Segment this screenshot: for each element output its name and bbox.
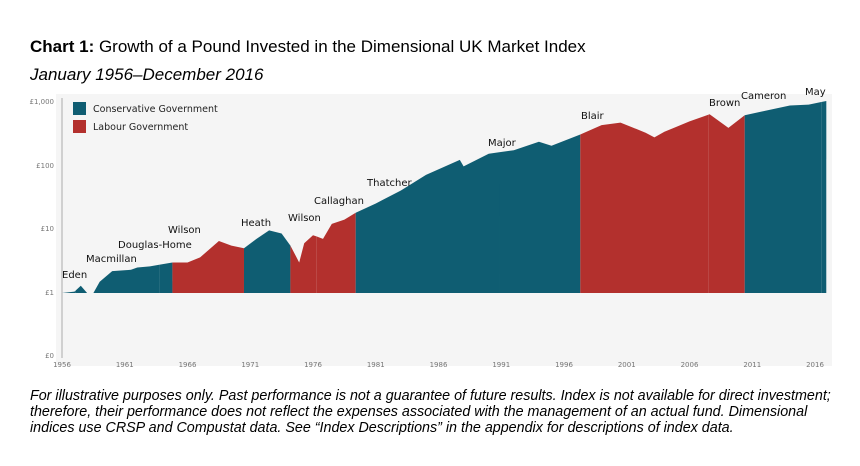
era-label: May bbox=[805, 87, 826, 98]
era-area-wilson bbox=[290, 235, 317, 293]
legend-label: Conservative Government bbox=[93, 104, 218, 115]
legend-label: Labour Government bbox=[93, 122, 188, 133]
era-area-macmillan bbox=[75, 264, 160, 293]
x-tick-label: 1996 bbox=[555, 361, 573, 369]
era-label: Heath bbox=[241, 218, 271, 229]
x-tick-label: 2006 bbox=[681, 361, 699, 369]
era-area-thatcher bbox=[355, 152, 500, 293]
era-label: Blair bbox=[581, 111, 605, 122]
legend-swatch bbox=[73, 102, 86, 115]
era-label: Macmillan bbox=[86, 254, 137, 265]
chart-title: Chart 1: Growth of a Pound Invested in t… bbox=[30, 37, 586, 56]
era-area-callaghan bbox=[316, 212, 356, 293]
y-tick-label: £0 bbox=[45, 352, 54, 360]
x-tick-label: 2001 bbox=[618, 361, 636, 369]
era-area-brown bbox=[708, 114, 745, 293]
y-tick-label: £10 bbox=[41, 225, 54, 233]
x-tick-label: 1991 bbox=[492, 361, 510, 369]
x-tick-label: 1961 bbox=[116, 361, 134, 369]
era-area-may bbox=[821, 101, 827, 293]
era-area-heath bbox=[243, 230, 291, 293]
era-area-cameron bbox=[744, 102, 822, 293]
x-tick-label: 1976 bbox=[304, 361, 322, 369]
y-tick-label: £1,000 bbox=[30, 98, 55, 106]
x-tick-label: 1956 bbox=[53, 361, 71, 369]
x-tick-label: 2011 bbox=[743, 361, 761, 369]
x-tick-label: 1986 bbox=[430, 361, 448, 369]
era-area-wilson bbox=[172, 241, 244, 293]
x-tick-label: 1971 bbox=[241, 361, 259, 369]
x-tick-label: 1981 bbox=[367, 361, 385, 369]
chart-subtitle: January 1956–December 2016 bbox=[30, 65, 264, 84]
era-label: Eden bbox=[62, 270, 87, 281]
era-label: Callaghan bbox=[314, 196, 364, 207]
era-label: Wilson bbox=[168, 225, 201, 236]
era-area-major bbox=[499, 134, 581, 293]
era-label: Brown bbox=[709, 98, 740, 109]
x-tick-label: 1966 bbox=[179, 361, 197, 369]
era-label: Douglas-Home bbox=[118, 240, 192, 251]
legend-swatch bbox=[73, 120, 86, 133]
era-area-blair bbox=[580, 114, 709, 293]
era-label: Thatcher bbox=[366, 178, 412, 189]
y-tick-label: £100 bbox=[36, 162, 54, 170]
era-area-douglas-home bbox=[159, 262, 173, 293]
era-label: Major bbox=[488, 138, 517, 149]
era-label: Wilson bbox=[288, 213, 321, 224]
y-tick-label: £1 bbox=[45, 289, 54, 297]
era-label: Cameron bbox=[741, 91, 786, 102]
footnote: For illustrative purposes only. Past per… bbox=[30, 388, 831, 436]
x-tick-label: 2016 bbox=[806, 361, 824, 369]
era-area-eden bbox=[62, 290, 76, 293]
